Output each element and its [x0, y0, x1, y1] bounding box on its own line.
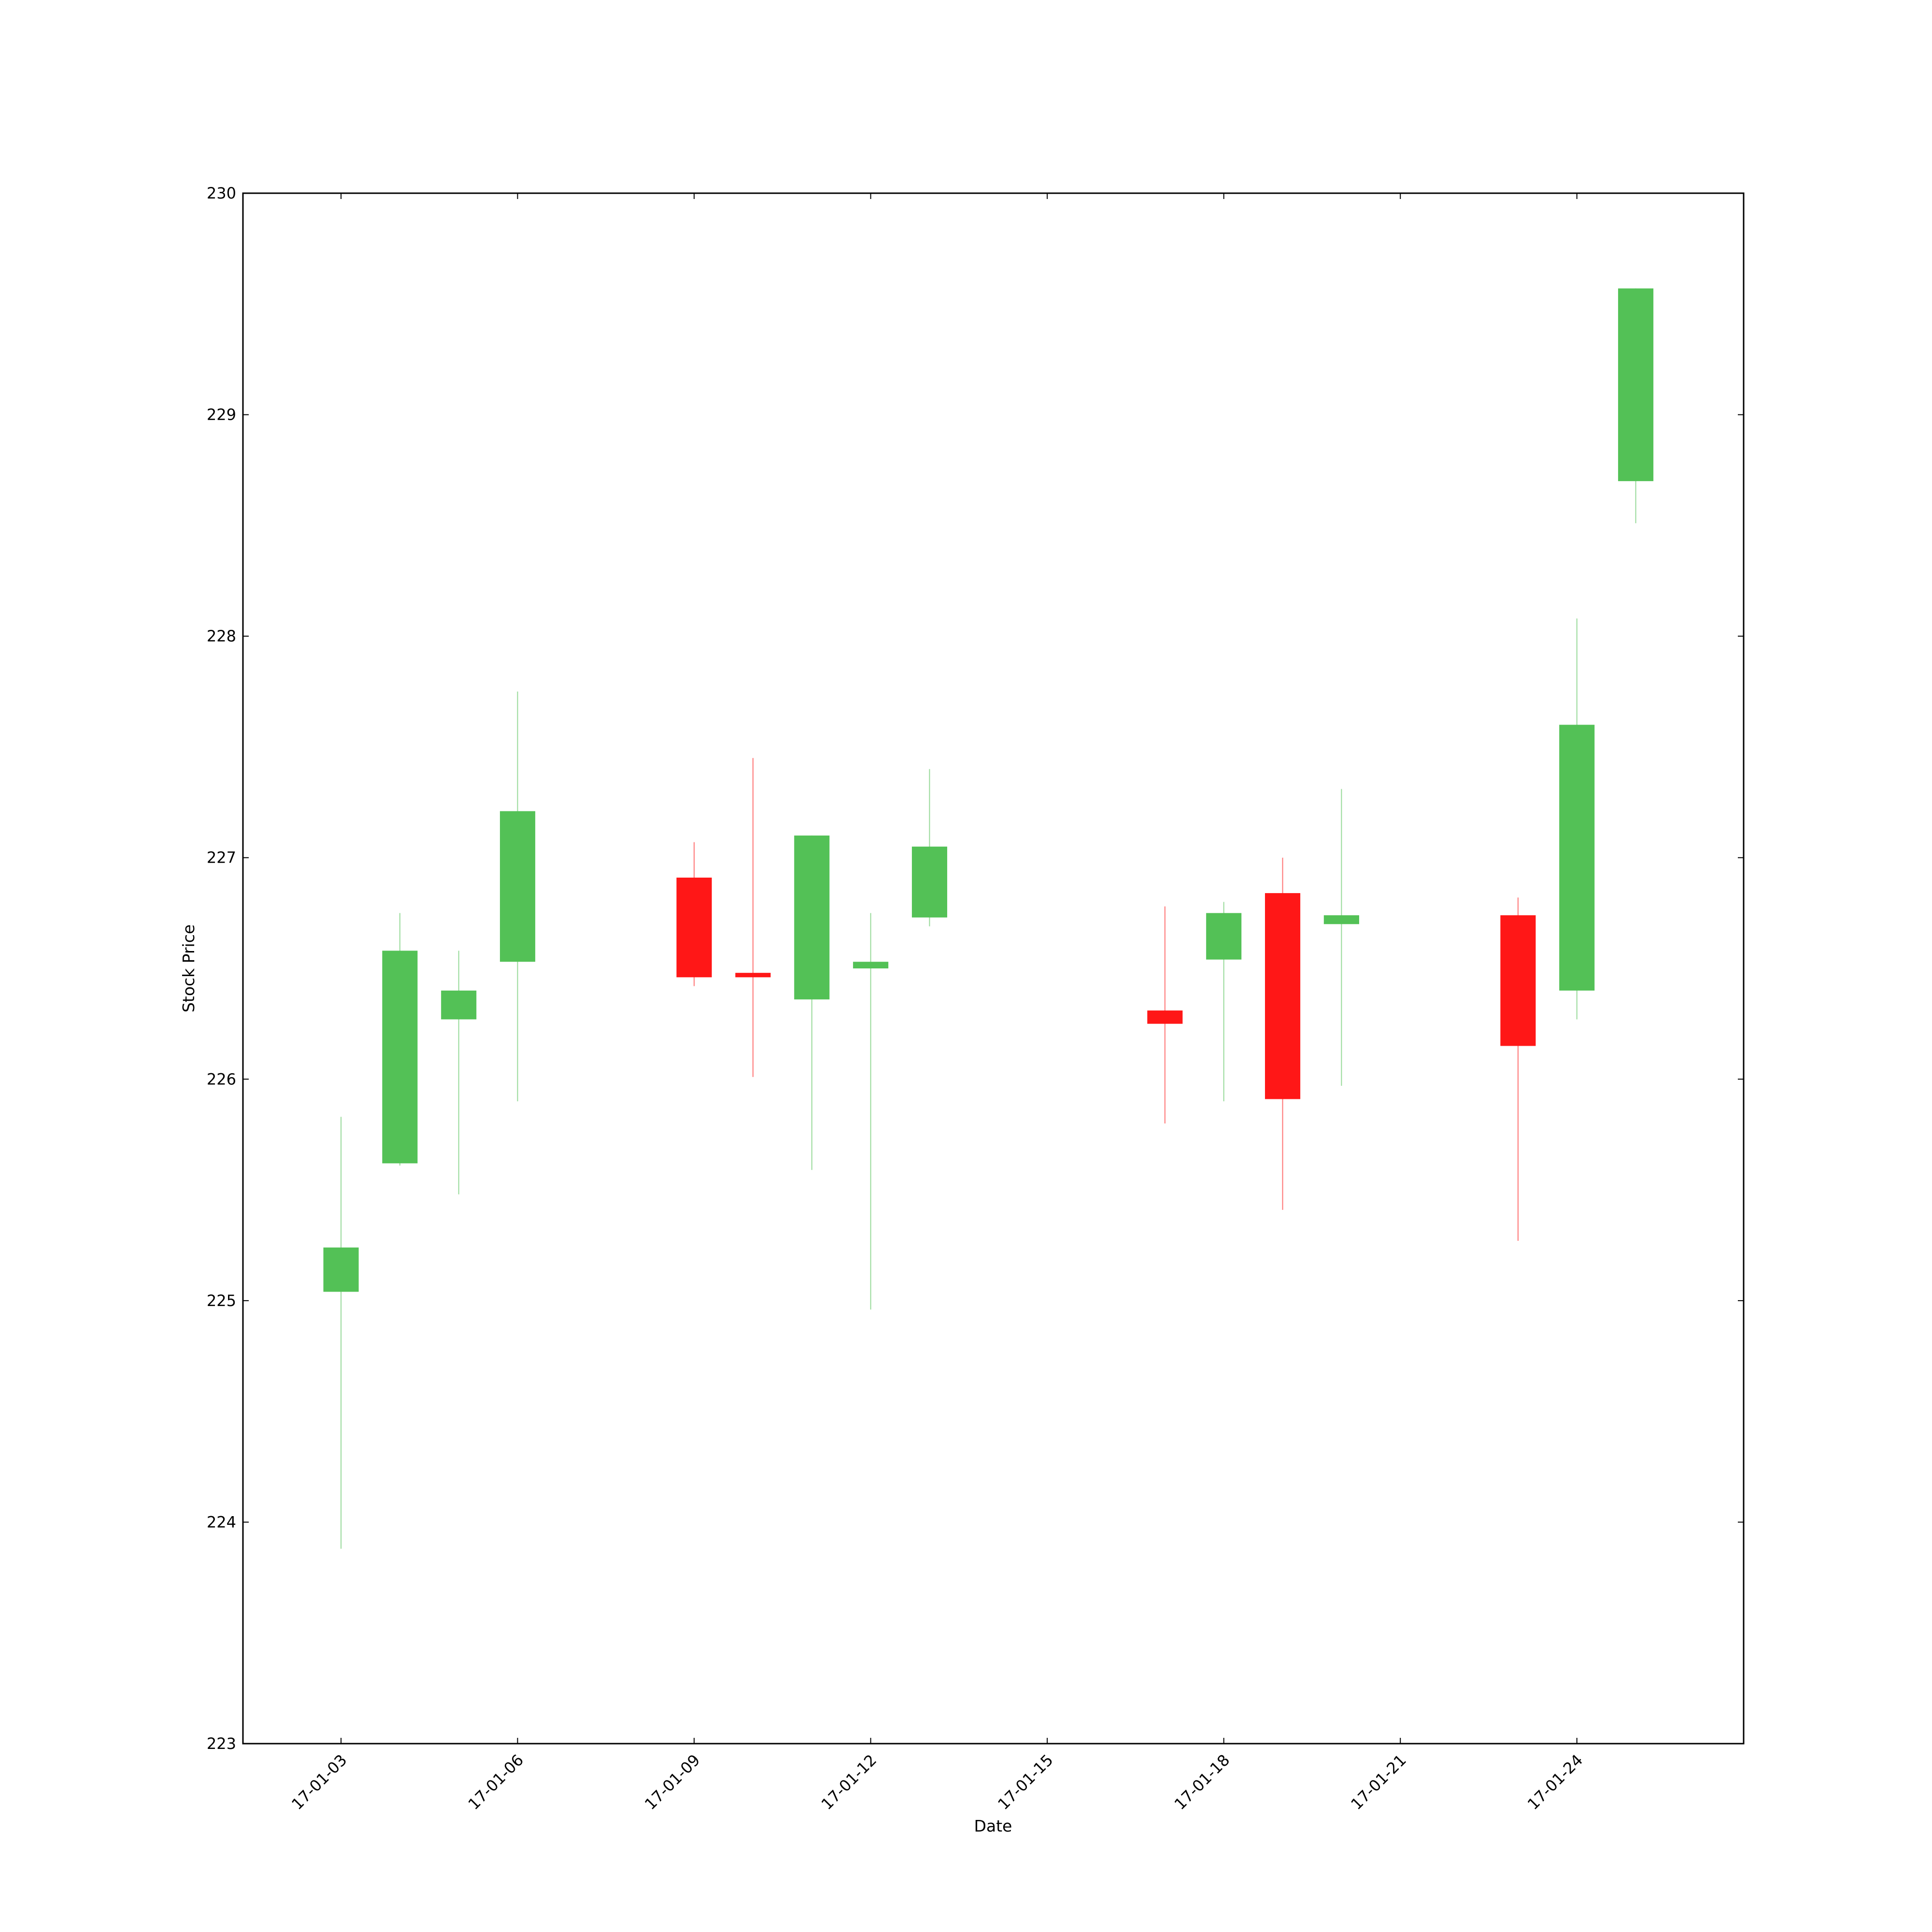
candle-body — [1323, 915, 1359, 924]
candle-2017-01-18 — [1206, 902, 1242, 1102]
candle-2017-01-09 — [676, 842, 712, 986]
y-tick-label: 224 — [207, 1513, 236, 1531]
y-tick-label: 225 — [207, 1292, 236, 1310]
candle-body — [1559, 724, 1595, 991]
y-tick-label: 227 — [207, 849, 236, 867]
candle-body — [1147, 1010, 1183, 1024]
candle-2017-01-13 — [911, 769, 948, 926]
candle-2017-01-23 — [1500, 897, 1536, 1241]
candle-body — [1265, 893, 1301, 1099]
candle-body — [735, 973, 771, 978]
candle-body — [676, 877, 712, 978]
candle-2017-01-25 — [1618, 288, 1654, 524]
candle-2017-01-17 — [1147, 906, 1183, 1123]
candle-body — [441, 990, 477, 1020]
candles-layer — [323, 288, 1654, 1549]
candle-body — [500, 811, 536, 962]
y-tick-label: 230 — [207, 184, 236, 202]
candle-2017-01-20 — [1323, 789, 1359, 1086]
candle-2017-01-05 — [441, 951, 477, 1194]
plot-area-frame — [242, 192, 1745, 1745]
y-tick-label: 226 — [207, 1070, 236, 1088]
candle-2017-01-11 — [794, 835, 830, 1170]
candle-body — [1500, 915, 1536, 1046]
candle-body — [382, 951, 418, 1164]
candle-2017-01-12 — [853, 913, 889, 1310]
candle-2017-01-19 — [1265, 857, 1301, 1210]
candle-2017-01-10 — [735, 758, 771, 1077]
candle-2017-01-04 — [382, 913, 418, 1166]
y-axis-title: Stock Price — [179, 924, 198, 1012]
candle-2017-01-06 — [500, 691, 536, 1102]
candle-body — [1206, 913, 1242, 960]
candle-body — [323, 1247, 359, 1292]
candle-body — [853, 962, 889, 968]
candle-2017-01-24 — [1559, 618, 1595, 1020]
candle-body — [1618, 288, 1654, 482]
candle-body — [794, 835, 830, 1000]
y-tick-label: 228 — [207, 627, 236, 645]
candle-body — [911, 846, 948, 918]
y-tick-label: 229 — [207, 406, 236, 424]
y-tick-label: 223 — [207, 1734, 236, 1753]
x-axis-title: Date — [974, 1817, 1012, 1835]
candle-2017-01-03 — [323, 1117, 359, 1549]
y-axis: 223 224 225 226 227 228 229 230 — [207, 184, 1744, 1753]
